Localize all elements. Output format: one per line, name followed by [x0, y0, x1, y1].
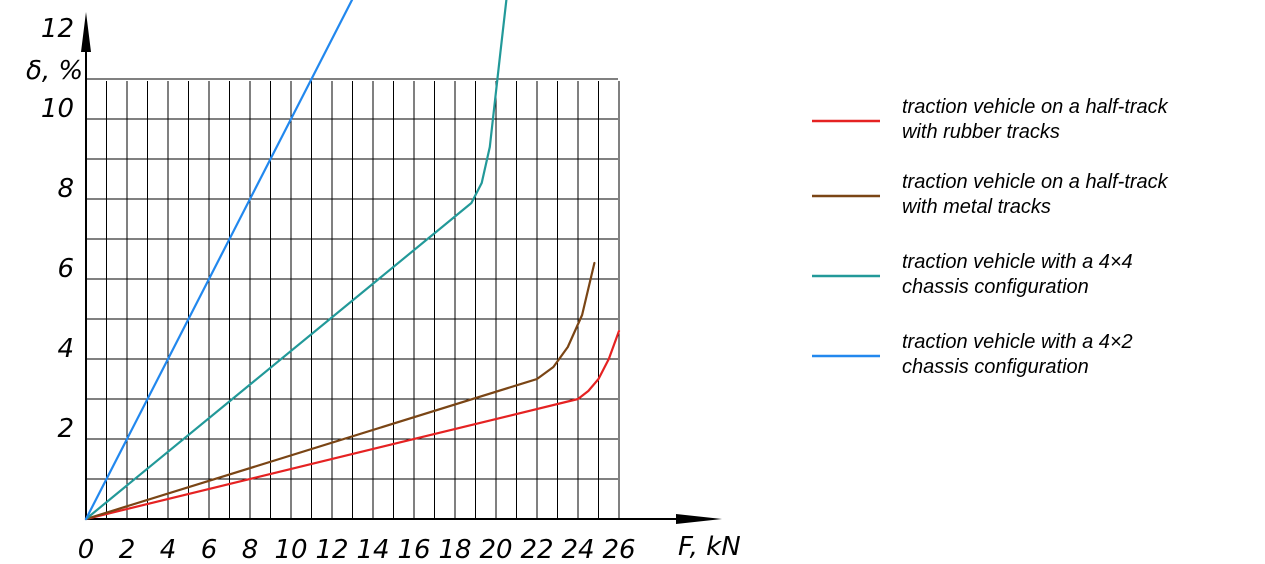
- legend-label-line: traction vehicle with a 4×2: [902, 331, 1133, 353]
- y-tick-label: 12: [41, 14, 74, 44]
- x-axis-label: F, kN: [678, 532, 741, 562]
- legend-label-line: traction vehicle with a 4×4: [902, 251, 1133, 273]
- y-tick-label: 6: [57, 254, 74, 284]
- x-tick-label: 20: [479, 535, 512, 564]
- legend-label-4: traction vehicle with a 4×2 chassis confi…: [902, 331, 1133, 378]
- axes: [81, 12, 722, 524]
- x-tick-label: 26: [602, 535, 635, 564]
- y-tick-label: 2: [57, 414, 74, 444]
- x-tick-label: 14: [356, 535, 389, 564]
- x-tick-label: 18: [438, 535, 471, 564]
- x-tick-label: 22: [520, 535, 553, 564]
- legend-label-3: traction vehicle with a 4×4 chassis confi…: [902, 251, 1133, 298]
- tick-labels: 024681012141618202224262468101214161820: [41, 14, 636, 564]
- x-tick-label: 10: [274, 535, 307, 564]
- y-axis-label: δ, %: [26, 56, 83, 86]
- x-axis-arrow: [676, 514, 722, 524]
- series-line-2: [84, 261, 596, 521]
- legend-label-line: traction vehicle on a half-track: [902, 96, 1169, 118]
- x-tick-label: 8: [242, 535, 259, 564]
- x-tick-label: 0: [78, 535, 95, 564]
- series-line-3: [84, 0, 508, 521]
- y-tick-label: 8: [57, 174, 74, 204]
- legend-label-line: with metal tracks: [902, 196, 1051, 218]
- x-tick-label: 4: [160, 535, 177, 564]
- legend-label-line: chassis configuration: [902, 356, 1089, 378]
- x-tick-label: 2: [119, 535, 136, 564]
- y-tick-label: 4: [57, 334, 74, 364]
- x-tick-label: 12: [315, 535, 348, 564]
- series-line-1: [84, 329, 621, 521]
- legend-label-line: with rubber tracks: [902, 121, 1060, 143]
- legend-label-1: traction vehicle on a half-track with rub…: [902, 96, 1169, 143]
- x-tick-label: 6: [201, 535, 218, 564]
- legend-label-2: traction vehicle on a half-track with met…: [902, 171, 1169, 218]
- y-axis-arrow: [81, 12, 91, 52]
- legend-label-line: chassis configuration: [902, 276, 1089, 298]
- x-tick-label: 16: [397, 535, 430, 564]
- x-tick-label: 24: [561, 535, 594, 564]
- legend: traction vehicle on a half-track with rub…: [812, 96, 1169, 378]
- y-tick-label: 10: [41, 94, 74, 124]
- legend-label-line: traction vehicle on a half-track: [902, 171, 1169, 193]
- series-group: [84, 0, 621, 521]
